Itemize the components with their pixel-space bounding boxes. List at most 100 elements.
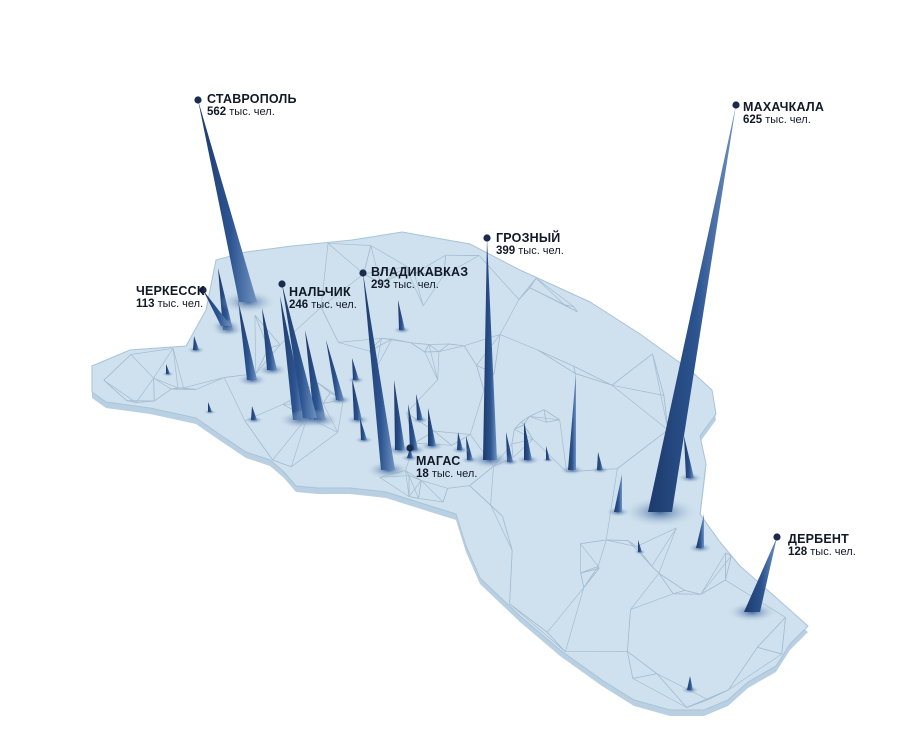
mesh-edge [171,388,196,390]
mesh-edge [535,277,565,305]
mesh-edge [443,255,447,276]
settlement-spike [208,402,212,412]
mesh-edge [518,287,531,300]
settlement-spike [305,330,326,420]
mesh-edge [583,566,599,588]
mesh-edge [673,590,685,595]
mesh-edge [406,266,409,272]
city-population: 625 [743,114,763,127]
city-spike-grozny [483,238,497,460]
settlement-spike [524,422,532,460]
city-spike-nalchik [282,284,317,418]
city-population: 293 [371,279,391,292]
mesh-edge [529,416,547,423]
mesh-edge [272,459,292,468]
settlement-spike [638,540,642,552]
mesh-edge [370,245,381,283]
mesh-edge [580,565,599,574]
city-label-cherkessk: ЧЕРКЕССК 113 тыс. чел. [136,284,205,312]
mesh-edge [363,245,372,274]
mesh-edge [153,377,179,389]
mesh-edge [627,609,631,652]
mesh-edge [605,468,618,541]
mesh-edge [469,466,494,486]
mesh-edge [424,344,430,353]
mesh-edge [428,344,440,352]
mesh-edge [652,353,665,396]
settlement-spike [568,372,576,470]
mesh-edge [547,632,566,652]
city-population: 562 [207,106,227,119]
city-marker-derbent [773,533,781,541]
population-unit: тыс. чел. [518,245,564,258]
mesh-edge [408,480,422,497]
city-name: ВЛАДИКАВКАЗ [371,265,469,279]
population-unit: тыс. чел. [157,298,204,311]
mesh-edge [509,550,513,604]
mesh-edge [413,273,424,306]
mesh-edge [658,573,674,595]
population-unit: тыс. чел. [765,114,811,127]
city-spike-magas [407,448,413,458]
mesh-edge [502,516,513,551]
mesh-edge [509,603,548,633]
settlement-spike [614,474,622,512]
mesh-edge [700,552,726,595]
mesh-edge [391,338,411,344]
mesh-edge [442,488,448,503]
city-name: ЧЕРКЕССК [136,284,205,298]
mesh-edge [381,337,393,340]
settlement-spike [398,300,405,330]
mesh-edge [320,273,364,308]
mesh-edge [136,400,155,403]
mesh-edge [103,380,137,403]
mesh-edge [597,539,607,567]
settlement-spike [251,406,257,420]
mesh-edge [410,342,425,353]
mesh-edge [407,271,424,307]
city-spike-vladikavkaz [363,273,395,470]
mesh-edge [338,342,370,352]
mesh-edge [611,384,664,396]
mesh-edge [535,277,575,307]
mesh-edge [509,603,566,652]
mesh-edge [514,424,525,430]
mesh-edge [379,477,410,497]
mesh-edge [282,400,289,405]
settlement-spike [360,418,367,440]
mesh-edge [580,543,599,567]
mesh-edge [408,475,422,481]
mesh-edge [547,587,585,633]
city-population: 18 [416,468,429,481]
mesh-edge [421,480,444,503]
mesh-edge [195,377,225,390]
mesh-edge [728,647,758,690]
mesh-edge [478,255,520,300]
mesh-edge [725,552,732,557]
mesh-edge [327,243,364,275]
mesh-edge [511,438,534,445]
city-name: НАЛЬЧИК [289,285,351,299]
mesh-edge [223,377,246,422]
mesh-edge [529,287,565,306]
mesh-edge [632,673,657,679]
mesh-edge [418,498,444,503]
mesh-edge [606,539,629,541]
mesh-edge [320,243,329,308]
mesh-edge [317,382,324,404]
city-marker-nalchik [278,280,286,288]
mesh-edge [656,673,687,708]
mesh-edge [418,480,422,499]
mesh-edge [370,245,408,267]
mesh-edge [153,348,174,379]
mesh-edge [433,430,452,446]
mesh-edge [512,439,534,458]
mesh-edge [451,434,471,446]
settlement-spike [326,340,344,400]
mesh-edge [421,480,448,489]
mesh-edge [651,527,677,567]
mesh-edge [171,387,184,390]
city-label-grozny: ГРОЗНЫЙ 399 тыс. чел. [496,231,564,259]
mesh-edge [438,345,465,352]
